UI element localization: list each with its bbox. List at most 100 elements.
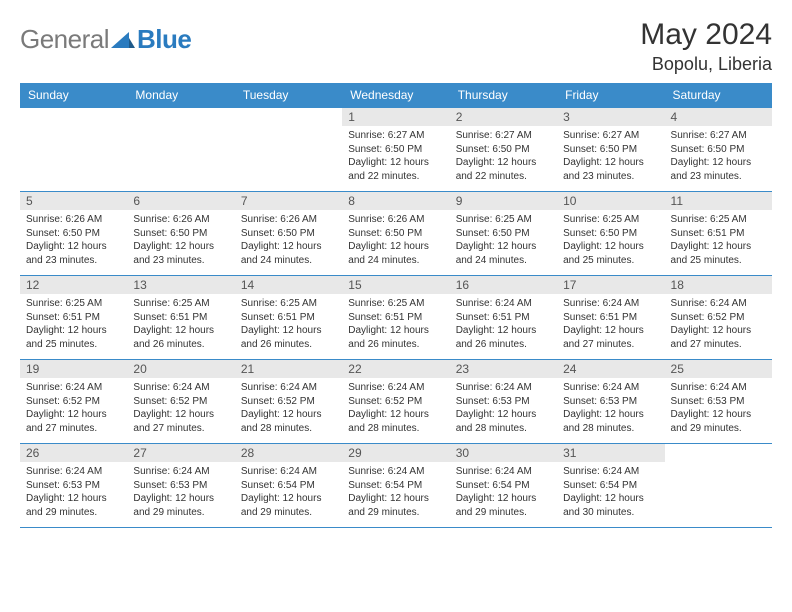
- calendar-row: 26Sunrise: 6:24 AMSunset: 6:53 PMDayligh…: [20, 444, 772, 528]
- day-number: 7: [235, 192, 342, 210]
- logo-text-general: General: [20, 24, 109, 55]
- day-number: 16: [450, 276, 557, 294]
- day-body: Sunrise: 6:25 AMSunset: 6:51 PMDaylight:…: [665, 210, 772, 270]
- day-number: 5: [20, 192, 127, 210]
- calendar-cell: 15Sunrise: 6:25 AMSunset: 6:51 PMDayligh…: [342, 276, 449, 360]
- calendar-row: 5Sunrise: 6:26 AMSunset: 6:50 PMDaylight…: [20, 192, 772, 276]
- day-number: 29: [342, 444, 449, 462]
- day-body: Sunrise: 6:26 AMSunset: 6:50 PMDaylight:…: [342, 210, 449, 270]
- calendar-cell: 5Sunrise: 6:26 AMSunset: 6:50 PMDaylight…: [20, 192, 127, 276]
- day-number: 27: [127, 444, 234, 462]
- day-header: Saturday: [665, 83, 772, 108]
- day-number: 21: [235, 360, 342, 378]
- day-body: Sunrise: 6:25 AMSunset: 6:51 PMDaylight:…: [20, 294, 127, 354]
- day-body: Sunrise: 6:24 AMSunset: 6:54 PMDaylight:…: [450, 462, 557, 522]
- calendar-cell: 18Sunrise: 6:24 AMSunset: 6:52 PMDayligh…: [665, 276, 772, 360]
- day-number: 22: [342, 360, 449, 378]
- day-header: Wednesday: [342, 83, 449, 108]
- day-number: 30: [450, 444, 557, 462]
- calendar-cell: 26Sunrise: 6:24 AMSunset: 6:53 PMDayligh…: [20, 444, 127, 528]
- calendar-row: 12Sunrise: 6:25 AMSunset: 6:51 PMDayligh…: [20, 276, 772, 360]
- day-body: Sunrise: 6:24 AMSunset: 6:54 PMDaylight:…: [557, 462, 664, 522]
- calendar-cell: 11Sunrise: 6:25 AMSunset: 6:51 PMDayligh…: [665, 192, 772, 276]
- day-body: Sunrise: 6:25 AMSunset: 6:51 PMDaylight:…: [342, 294, 449, 354]
- day-number: 23: [450, 360, 557, 378]
- day-body: Sunrise: 6:24 AMSunset: 6:51 PMDaylight:…: [450, 294, 557, 354]
- calendar-cell-empty: [127, 108, 234, 192]
- day-body: Sunrise: 6:24 AMSunset: 6:51 PMDaylight:…: [557, 294, 664, 354]
- calendar-cell: 31Sunrise: 6:24 AMSunset: 6:54 PMDayligh…: [557, 444, 664, 528]
- calendar-cell: 21Sunrise: 6:24 AMSunset: 6:52 PMDayligh…: [235, 360, 342, 444]
- calendar-cell-empty: [20, 108, 127, 192]
- title-location: Bopolu, Liberia: [640, 54, 772, 75]
- day-number: 8: [342, 192, 449, 210]
- calendar-table: SundayMondayTuesdayWednesdayThursdayFrid…: [20, 83, 772, 528]
- day-number: 4: [665, 108, 772, 126]
- calendar-cell: 1Sunrise: 6:27 AMSunset: 6:50 PMDaylight…: [342, 108, 449, 192]
- day-number: 18: [665, 276, 772, 294]
- calendar-cell: 9Sunrise: 6:25 AMSunset: 6:50 PMDaylight…: [450, 192, 557, 276]
- day-number: 6: [127, 192, 234, 210]
- day-header: Thursday: [450, 83, 557, 108]
- day-body: Sunrise: 6:24 AMSunset: 6:54 PMDaylight:…: [235, 462, 342, 522]
- calendar-cell: 8Sunrise: 6:26 AMSunset: 6:50 PMDaylight…: [342, 192, 449, 276]
- day-body: Sunrise: 6:27 AMSunset: 6:50 PMDaylight:…: [450, 126, 557, 186]
- logo-text-blue: Blue: [137, 24, 191, 55]
- logo: General Blue: [20, 24, 191, 55]
- day-header: Friday: [557, 83, 664, 108]
- calendar-cell: 10Sunrise: 6:25 AMSunset: 6:50 PMDayligh…: [557, 192, 664, 276]
- header: General Blue May 2024 Bopolu, Liberia: [20, 18, 772, 75]
- day-body: Sunrise: 6:24 AMSunset: 6:53 PMDaylight:…: [665, 378, 772, 438]
- day-body: Sunrise: 6:24 AMSunset: 6:52 PMDaylight:…: [235, 378, 342, 438]
- day-header-row: SundayMondayTuesdayWednesdayThursdayFrid…: [20, 83, 772, 108]
- day-header: Tuesday: [235, 83, 342, 108]
- day-body: Sunrise: 6:27 AMSunset: 6:50 PMDaylight:…: [665, 126, 772, 186]
- calendar-cell: 2Sunrise: 6:27 AMSunset: 6:50 PMDaylight…: [450, 108, 557, 192]
- calendar-cell: 16Sunrise: 6:24 AMSunset: 6:51 PMDayligh…: [450, 276, 557, 360]
- calendar-cell: 30Sunrise: 6:24 AMSunset: 6:54 PMDayligh…: [450, 444, 557, 528]
- day-body: Sunrise: 6:24 AMSunset: 6:52 PMDaylight:…: [127, 378, 234, 438]
- day-number: 2: [450, 108, 557, 126]
- calendar-row: 1Sunrise: 6:27 AMSunset: 6:50 PMDaylight…: [20, 108, 772, 192]
- day-number: 14: [235, 276, 342, 294]
- day-number: 12: [20, 276, 127, 294]
- day-number: 15: [342, 276, 449, 294]
- calendar-cell: 4Sunrise: 6:27 AMSunset: 6:50 PMDaylight…: [665, 108, 772, 192]
- calendar-cell: 29Sunrise: 6:24 AMSunset: 6:54 PMDayligh…: [342, 444, 449, 528]
- day-number: 11: [665, 192, 772, 210]
- day-body: Sunrise: 6:25 AMSunset: 6:50 PMDaylight:…: [557, 210, 664, 270]
- day-number: 9: [450, 192, 557, 210]
- day-number: 24: [557, 360, 664, 378]
- day-number: 26: [20, 444, 127, 462]
- day-number: 3: [557, 108, 664, 126]
- calendar-cell: 7Sunrise: 6:26 AMSunset: 6:50 PMDaylight…: [235, 192, 342, 276]
- calendar-cell: 25Sunrise: 6:24 AMSunset: 6:53 PMDayligh…: [665, 360, 772, 444]
- title-month: May 2024: [640, 18, 772, 52]
- calendar-cell-empty: [665, 444, 772, 528]
- day-body: Sunrise: 6:25 AMSunset: 6:51 PMDaylight:…: [127, 294, 234, 354]
- day-number: 19: [20, 360, 127, 378]
- calendar-cell: 3Sunrise: 6:27 AMSunset: 6:50 PMDaylight…: [557, 108, 664, 192]
- calendar-cell: 27Sunrise: 6:24 AMSunset: 6:53 PMDayligh…: [127, 444, 234, 528]
- day-number: 1: [342, 108, 449, 126]
- day-body: Sunrise: 6:24 AMSunset: 6:53 PMDaylight:…: [450, 378, 557, 438]
- day-header: Sunday: [20, 83, 127, 108]
- calendar-cell: 24Sunrise: 6:24 AMSunset: 6:53 PMDayligh…: [557, 360, 664, 444]
- day-body: Sunrise: 6:26 AMSunset: 6:50 PMDaylight:…: [20, 210, 127, 270]
- calendar-head: SundayMondayTuesdayWednesdayThursdayFrid…: [20, 83, 772, 108]
- calendar-cell: 6Sunrise: 6:26 AMSunset: 6:50 PMDaylight…: [127, 192, 234, 276]
- calendar-cell: 13Sunrise: 6:25 AMSunset: 6:51 PMDayligh…: [127, 276, 234, 360]
- day-body: Sunrise: 6:24 AMSunset: 6:53 PMDaylight:…: [557, 378, 664, 438]
- day-body: Sunrise: 6:24 AMSunset: 6:53 PMDaylight:…: [20, 462, 127, 522]
- day-number: 31: [557, 444, 664, 462]
- title-block: May 2024 Bopolu, Liberia: [640, 18, 772, 75]
- day-body: Sunrise: 6:25 AMSunset: 6:50 PMDaylight:…: [450, 210, 557, 270]
- day-number: 17: [557, 276, 664, 294]
- day-body: Sunrise: 6:24 AMSunset: 6:54 PMDaylight:…: [342, 462, 449, 522]
- day-body: Sunrise: 6:24 AMSunset: 6:52 PMDaylight:…: [665, 294, 772, 354]
- day-number: 10: [557, 192, 664, 210]
- calendar-cell: 22Sunrise: 6:24 AMSunset: 6:52 PMDayligh…: [342, 360, 449, 444]
- day-number: 28: [235, 444, 342, 462]
- calendar-cell: 20Sunrise: 6:24 AMSunset: 6:52 PMDayligh…: [127, 360, 234, 444]
- calendar-cell: 19Sunrise: 6:24 AMSunset: 6:52 PMDayligh…: [20, 360, 127, 444]
